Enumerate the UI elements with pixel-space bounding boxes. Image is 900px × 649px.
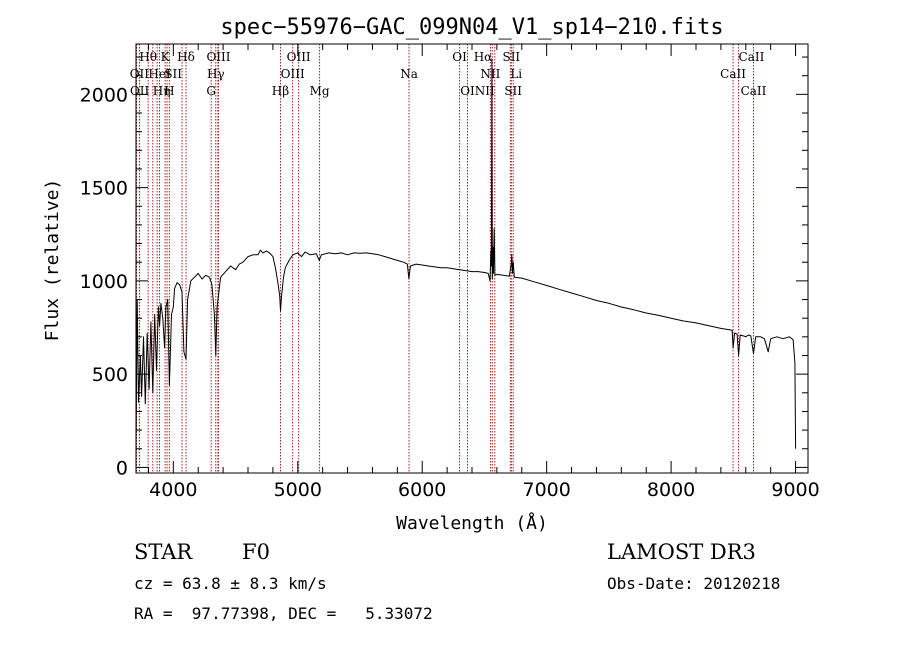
line-label: OI	[452, 50, 467, 64]
emission-line-markers	[135, 44, 754, 473]
spectrum-line	[135, 58, 797, 453]
line-label: K	[161, 50, 171, 64]
plot-frame	[135, 43, 809, 474]
x-tick-label: 5000	[274, 479, 322, 501]
object-class: STAR	[134, 540, 193, 564]
x-tick-label: 4000	[149, 479, 197, 501]
spectrum-series	[135, 58, 797, 453]
line-label: H	[164, 84, 174, 98]
line-label: Na	[400, 67, 418, 81]
y-tick-label: 500	[92, 364, 128, 386]
line-label: Hη	[153, 84, 171, 98]
line-label: Hθ	[139, 50, 157, 64]
chart-title: spec−55976−GAC_099N04_V1_sp14−210.fits	[220, 15, 723, 40]
x-axis-label: Wavelength (Å)	[396, 512, 548, 534]
line-label: Li	[510, 67, 522, 81]
line-label: SII	[164, 67, 182, 81]
line-label: OIII	[206, 50, 230, 64]
y-axis-label: Flux (relative)	[42, 179, 63, 342]
y-tick-label: 1000	[80, 271, 128, 293]
line-label: Hα	[474, 50, 493, 64]
line-label: CaII	[741, 84, 767, 98]
x-tick-label: 8000	[647, 479, 695, 501]
x-tick-label: 6000	[398, 479, 446, 501]
survey-name: LAMOST DR3	[607, 540, 756, 564]
y-axis: 0 500 1000 1500 2000	[80, 56, 808, 479]
observation-date: Obs-Date: 20120218	[607, 574, 781, 593]
line-label: Mg	[310, 84, 330, 98]
line-label: SII	[502, 50, 520, 64]
line-label: OII	[130, 84, 150, 98]
x-tick-label: 9000	[771, 479, 819, 501]
line-label: NII	[475, 84, 495, 98]
object-subclass: F0	[242, 540, 270, 564]
line-label: HeI	[148, 67, 171, 81]
line-label: OI	[460, 84, 475, 98]
y-tick-label: 2000	[80, 84, 128, 106]
x-axis: 4000 5000 6000 7000 8000 9000	[147, 44, 820, 501]
line-label: SII	[504, 84, 522, 98]
line-label: Hδ	[177, 50, 195, 64]
line-label: OIII	[287, 50, 311, 64]
line-label: OIII	[281, 67, 305, 81]
spectrum-chart: spec−55976−GAC_099N04_V1_sp14−210.fits H…	[42, 15, 820, 534]
y-tick-label: 0	[116, 457, 128, 479]
redshift-readout: cz = 63.8 ± 8.3 km/s	[134, 574, 327, 593]
line-label: NII	[480, 67, 500, 81]
line-label: OII	[130, 67, 150, 81]
line-label: CaII	[739, 50, 765, 64]
line-label: CaII	[720, 67, 746, 81]
line-label: Hγ	[207, 67, 225, 81]
line-label: Hβ	[272, 84, 289, 98]
line-label: G	[206, 84, 216, 98]
coordinates-readout: RA = 97.77398, DEC = 5.33072	[134, 604, 433, 623]
y-tick-label: 1500	[80, 178, 128, 200]
x-tick-label: 7000	[522, 479, 570, 501]
